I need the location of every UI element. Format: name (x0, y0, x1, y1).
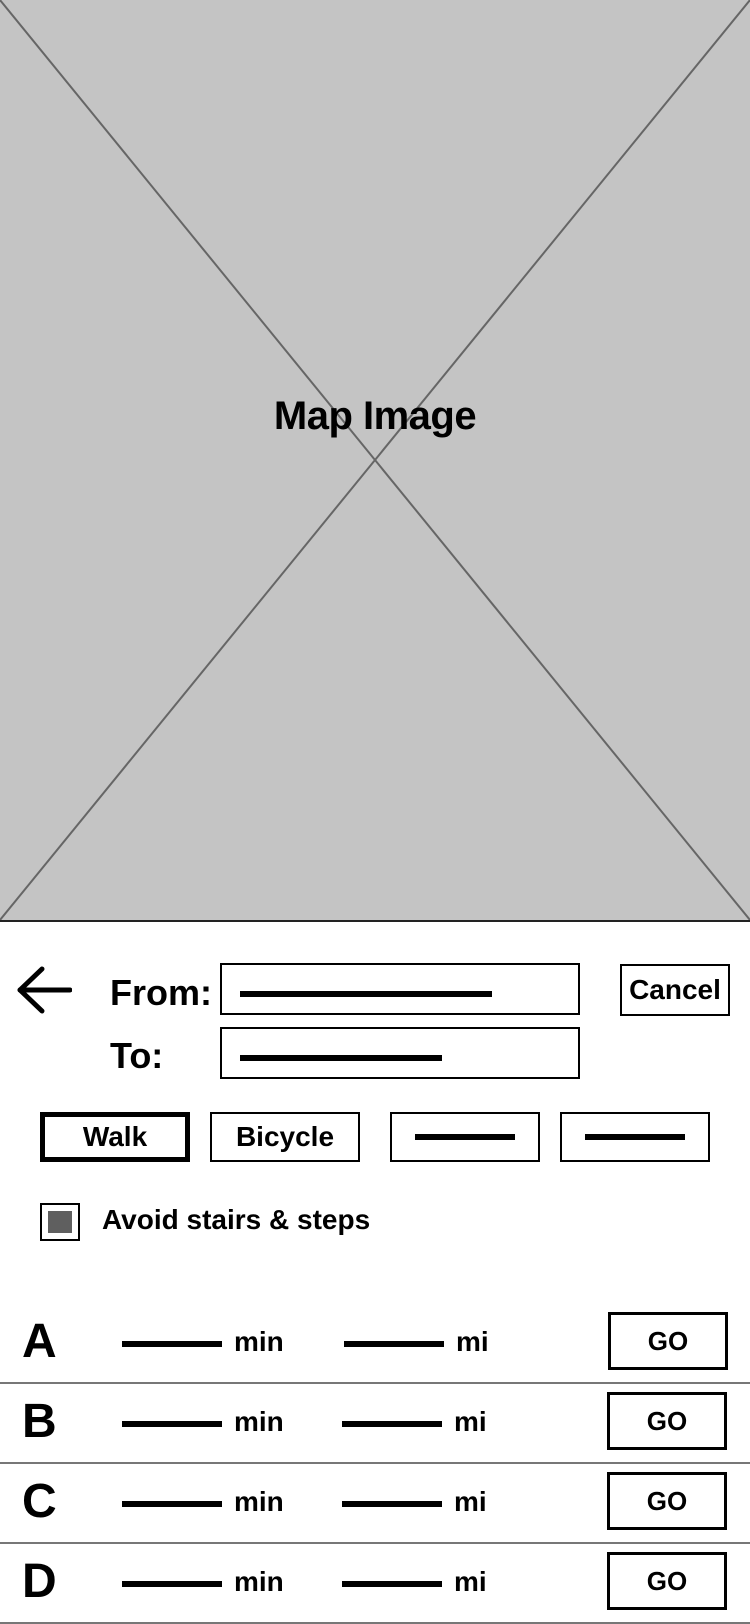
back-button[interactable] (16, 966, 73, 1014)
arrow-left-icon (17, 966, 73, 1014)
route-duration-placeholder (122, 1501, 222, 1507)
route-distance-placeholder (342, 1581, 442, 1587)
route-duration-unit: min (234, 1566, 284, 1597)
route-row: B min mi GO (0, 1384, 750, 1464)
mode-option-3-button[interactable] (390, 1112, 540, 1162)
mode-walk-button[interactable]: Walk (40, 1112, 190, 1162)
route-duration-unit: min (234, 1326, 284, 1357)
route-distance-unit: mi (454, 1406, 487, 1437)
route-distance-placeholder (342, 1421, 442, 1427)
route-distance-unit: mi (454, 1566, 487, 1597)
mode-bicycle-label: Bicycle (235, 1121, 335, 1152)
route-go-button[interactable]: GO (607, 1552, 727, 1610)
to-input[interactable] (220, 1027, 580, 1079)
route-go-label: GO (646, 1485, 688, 1516)
route-go-button[interactable]: GO (608, 1312, 728, 1370)
route-row: A min mi GO (0, 1304, 750, 1384)
route-go-label: GO (646, 1565, 688, 1596)
route-go-label: GO (647, 1325, 689, 1356)
route-go-button[interactable]: GO (607, 1472, 727, 1530)
route-duration-unit: min (234, 1406, 284, 1437)
avoid-stairs-checkbox[interactable] (40, 1203, 80, 1241)
route-distance-placeholder (344, 1341, 444, 1347)
route-row: D min mi GO (0, 1544, 750, 1624)
route-letter: D (22, 1555, 57, 1608)
from-input-placeholder-line (240, 991, 492, 997)
from-input[interactable] (220, 963, 580, 1015)
route-distance-unit: mi (454, 1486, 487, 1517)
placeholder-cross-lines (0, 0, 750, 920)
mode-walk-label: Walk (82, 1121, 148, 1152)
mode-option-3-placeholder-line (415, 1134, 515, 1140)
map-image-placeholder[interactable]: Map Image (0, 0, 750, 922)
route-row: C min mi GO (0, 1464, 750, 1544)
cancel-button-label: Cancel (629, 974, 721, 1005)
avoid-stairs-label: Avoid stairs & steps (102, 1204, 371, 1235)
route-go-button[interactable]: GO (607, 1392, 727, 1450)
route-letter: A (22, 1315, 57, 1368)
route-duration-placeholder (122, 1421, 222, 1427)
route-distance-unit: mi (456, 1326, 489, 1357)
route-duration-unit: min (234, 1486, 284, 1517)
mode-bicycle-button[interactable]: Bicycle (210, 1112, 360, 1162)
route-duration-placeholder (122, 1341, 222, 1347)
route-letter: C (22, 1475, 57, 1528)
route-letter: B (22, 1395, 57, 1448)
checkbox-checked-indicator (48, 1211, 72, 1233)
to-input-placeholder-line (240, 1055, 442, 1061)
route-go-label: GO (646, 1405, 688, 1436)
map-image-label: Map Image (273, 394, 477, 438)
route-distance-placeholder (342, 1501, 442, 1507)
mode-option-4-placeholder-line (585, 1134, 685, 1140)
cancel-button[interactable]: Cancel (620, 964, 730, 1016)
mode-option-4-button[interactable] (560, 1112, 710, 1162)
to-label: To: (110, 1035, 164, 1076)
from-label: From: (110, 972, 212, 1013)
route-duration-placeholder (122, 1581, 222, 1587)
